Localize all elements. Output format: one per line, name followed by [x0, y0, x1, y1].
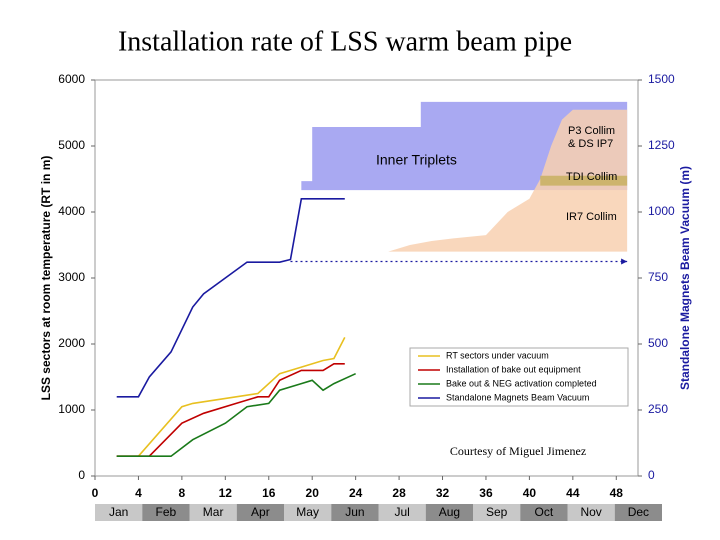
legend-label: Standalone Magnets Beam Vacuum: [446, 392, 589, 402]
y2-tick-label: 750: [648, 270, 668, 284]
month-band: [520, 504, 568, 521]
y2-tick-label: 1500: [648, 72, 675, 86]
legend-box: [409, 347, 629, 407]
y2-tick-label: 1250: [648, 138, 675, 152]
annotation: TDI Collim: [566, 171, 617, 183]
month-band: [425, 504, 473, 521]
arrow-head: [621, 258, 628, 265]
shaded-area: [388, 109, 628, 252]
month-band: [95, 504, 143, 521]
month-label: Aug: [439, 505, 460, 519]
shaded-area: [540, 175, 628, 186]
month-label: Sep: [486, 505, 508, 519]
month-band: [473, 504, 521, 521]
month-label: Jul: [394, 505, 409, 519]
month-band: [331, 504, 379, 521]
x-tick-label: 36: [479, 486, 493, 500]
month-label: Feb: [156, 505, 177, 519]
x-tick-label: 20: [306, 486, 320, 500]
month-band: [614, 504, 662, 521]
y-tick-label: 6000: [58, 72, 85, 86]
month-label: Mar: [203, 505, 224, 519]
y-tick-label: 4000: [58, 204, 85, 218]
x-tick-label: 44: [566, 486, 580, 500]
month-band: [236, 504, 284, 521]
month-label: Jun: [345, 505, 364, 519]
month-band: [189, 504, 237, 521]
month-band: [142, 504, 190, 521]
legend-label: Bake out & NEG activation completed: [446, 378, 597, 388]
y-axis-label: LSS sectors at room temperature (RT in m…: [39, 156, 53, 401]
annotation: & DS IP7: [568, 138, 613, 150]
series-line: [116, 198, 345, 398]
annotation: IR7 Collim: [566, 211, 617, 223]
y2-tick-label: 250: [648, 402, 668, 416]
y-tick-label: 1000: [58, 402, 85, 416]
annotation: Courtesy of Miguel Jimenez: [450, 444, 586, 458]
annotation: P3 Collim: [568, 125, 615, 137]
month-label: Apr: [251, 505, 270, 519]
y2-tick-label: 500: [648, 336, 668, 350]
x-tick-label: 12: [219, 486, 233, 500]
month-band: [284, 504, 332, 521]
y2-tick-label: 1000: [648, 204, 675, 218]
y-tick-label: 5000: [58, 138, 85, 152]
legend-label: Installation of bake out equipment: [446, 364, 581, 374]
month-label: Jan: [109, 505, 128, 519]
month-band: [567, 504, 615, 521]
month-label: Nov: [580, 505, 601, 519]
y2-tick-label: 0: [648, 468, 655, 482]
series-line: [116, 337, 346, 457]
month-label: Oct: [535, 505, 554, 519]
series-line: [116, 372, 356, 457]
x-tick-label: 40: [523, 486, 537, 500]
y2-axis-label: Standalone Magnets Beam Vacuum (m): [678, 166, 692, 390]
series-line: [116, 363, 345, 457]
legend-label: RT sectors under vacuum: [446, 350, 549, 360]
y-tick-label: 3000: [58, 270, 85, 284]
y-tick-label: 2000: [58, 336, 85, 350]
x-tick-label: 16: [262, 486, 276, 500]
month-band: [378, 504, 426, 521]
x-tick-label: 24: [349, 486, 363, 500]
chart-title: Installation rate of LSS warm beam pipe: [118, 26, 572, 57]
x-tick-label: 48: [610, 486, 624, 500]
x-tick-label: 32: [436, 486, 450, 500]
x-tick-label: 4: [135, 486, 142, 500]
annotation: Inner Triplets: [376, 152, 457, 168]
month-label: May: [296, 505, 319, 519]
legend: RT sectors under vacuum Installation of b…: [409, 347, 629, 407]
y-tick-label: 0: [78, 468, 85, 482]
x-tick-label: 8: [179, 486, 186, 500]
x-tick-label: 0: [92, 486, 99, 500]
month-label: Dec: [628, 505, 649, 519]
x-tick-label: 28: [392, 486, 406, 500]
